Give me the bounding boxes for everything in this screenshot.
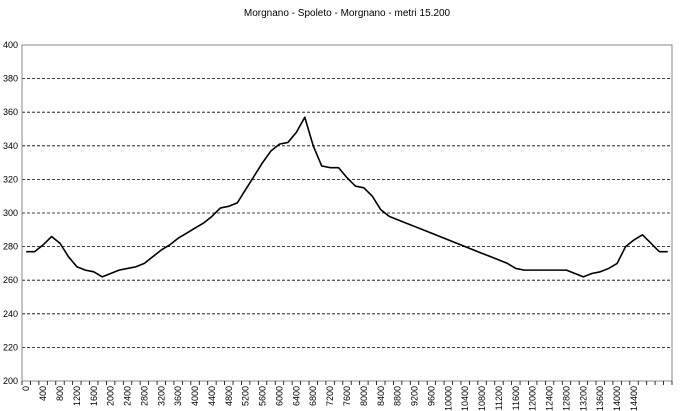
x-tick-label: 1600 bbox=[89, 386, 99, 406]
y-tick-label: 220 bbox=[3, 342, 18, 352]
x-tick-label: 10800 bbox=[477, 386, 487, 411]
x-tick-label: 6400 bbox=[291, 386, 301, 406]
x-tick-label: 4800 bbox=[224, 386, 234, 406]
x-tick-label: 2800 bbox=[139, 386, 149, 406]
x-tick-label: 0 bbox=[21, 386, 31, 391]
x-tick-label: 11600 bbox=[511, 386, 521, 410]
x-tick-label: 4000 bbox=[190, 386, 200, 406]
x-tick-label: 2400 bbox=[123, 386, 133, 406]
x-tick-label: 3600 bbox=[173, 386, 183, 406]
y-tick-label: 300 bbox=[3, 208, 18, 218]
x-tick-label: 14400 bbox=[629, 386, 639, 411]
x-tick-label: 6000 bbox=[274, 386, 284, 406]
y-tick-label: 240 bbox=[3, 309, 18, 319]
y-tick-label: 320 bbox=[3, 174, 18, 184]
y-tick-label: 260 bbox=[3, 275, 18, 285]
x-tick-label: 10400 bbox=[460, 386, 470, 411]
y-tick-label: 280 bbox=[3, 242, 18, 252]
y-tick-label: 400 bbox=[3, 40, 18, 50]
y-tick-label: 340 bbox=[3, 141, 18, 151]
x-tick-label: 12000 bbox=[528, 386, 538, 411]
x-tick-label: 6800 bbox=[308, 386, 318, 406]
x-tick-label: 11200 bbox=[494, 386, 504, 410]
x-tick-label: 8400 bbox=[376, 386, 386, 406]
x-tick-label: 10000 bbox=[443, 386, 453, 411]
plot-frame bbox=[21, 44, 673, 382]
x-tick-label: 13200 bbox=[578, 386, 588, 411]
elevation-line bbox=[26, 116, 668, 278]
x-tick-label: 5200 bbox=[241, 386, 251, 406]
y-tick-label: 380 bbox=[3, 74, 18, 84]
x-tick-label: 8800 bbox=[393, 386, 403, 406]
y-tick-label: 200 bbox=[3, 376, 18, 386]
x-tick-label: 5600 bbox=[258, 386, 268, 406]
x-tick-label: 9600 bbox=[426, 386, 436, 406]
x-tick-label: 1200 bbox=[72, 386, 82, 406]
x-tick-label: 12800 bbox=[561, 386, 571, 411]
x-tick-label: 7600 bbox=[342, 386, 352, 406]
x-tick-label: 3200 bbox=[156, 386, 166, 406]
x-tick-label: 4400 bbox=[207, 386, 217, 406]
x-tick-label: 400 bbox=[38, 386, 48, 401]
x-tick-label: 7200 bbox=[325, 386, 335, 406]
x-tick-label: 2000 bbox=[106, 386, 116, 406]
x-tick-label: 8000 bbox=[359, 386, 369, 406]
x-tick-label: 800 bbox=[55, 386, 65, 401]
chart-title: Morgnano - Spoleto - Morgnano - metri 15… bbox=[244, 8, 451, 19]
x-tick-label: 9200 bbox=[410, 386, 420, 406]
y-tick-label: 360 bbox=[3, 107, 18, 117]
x-tick-label: 12400 bbox=[545, 386, 555, 411]
x-tick-label: 13600 bbox=[595, 386, 605, 411]
x-tick-label: 14000 bbox=[612, 386, 622, 411]
